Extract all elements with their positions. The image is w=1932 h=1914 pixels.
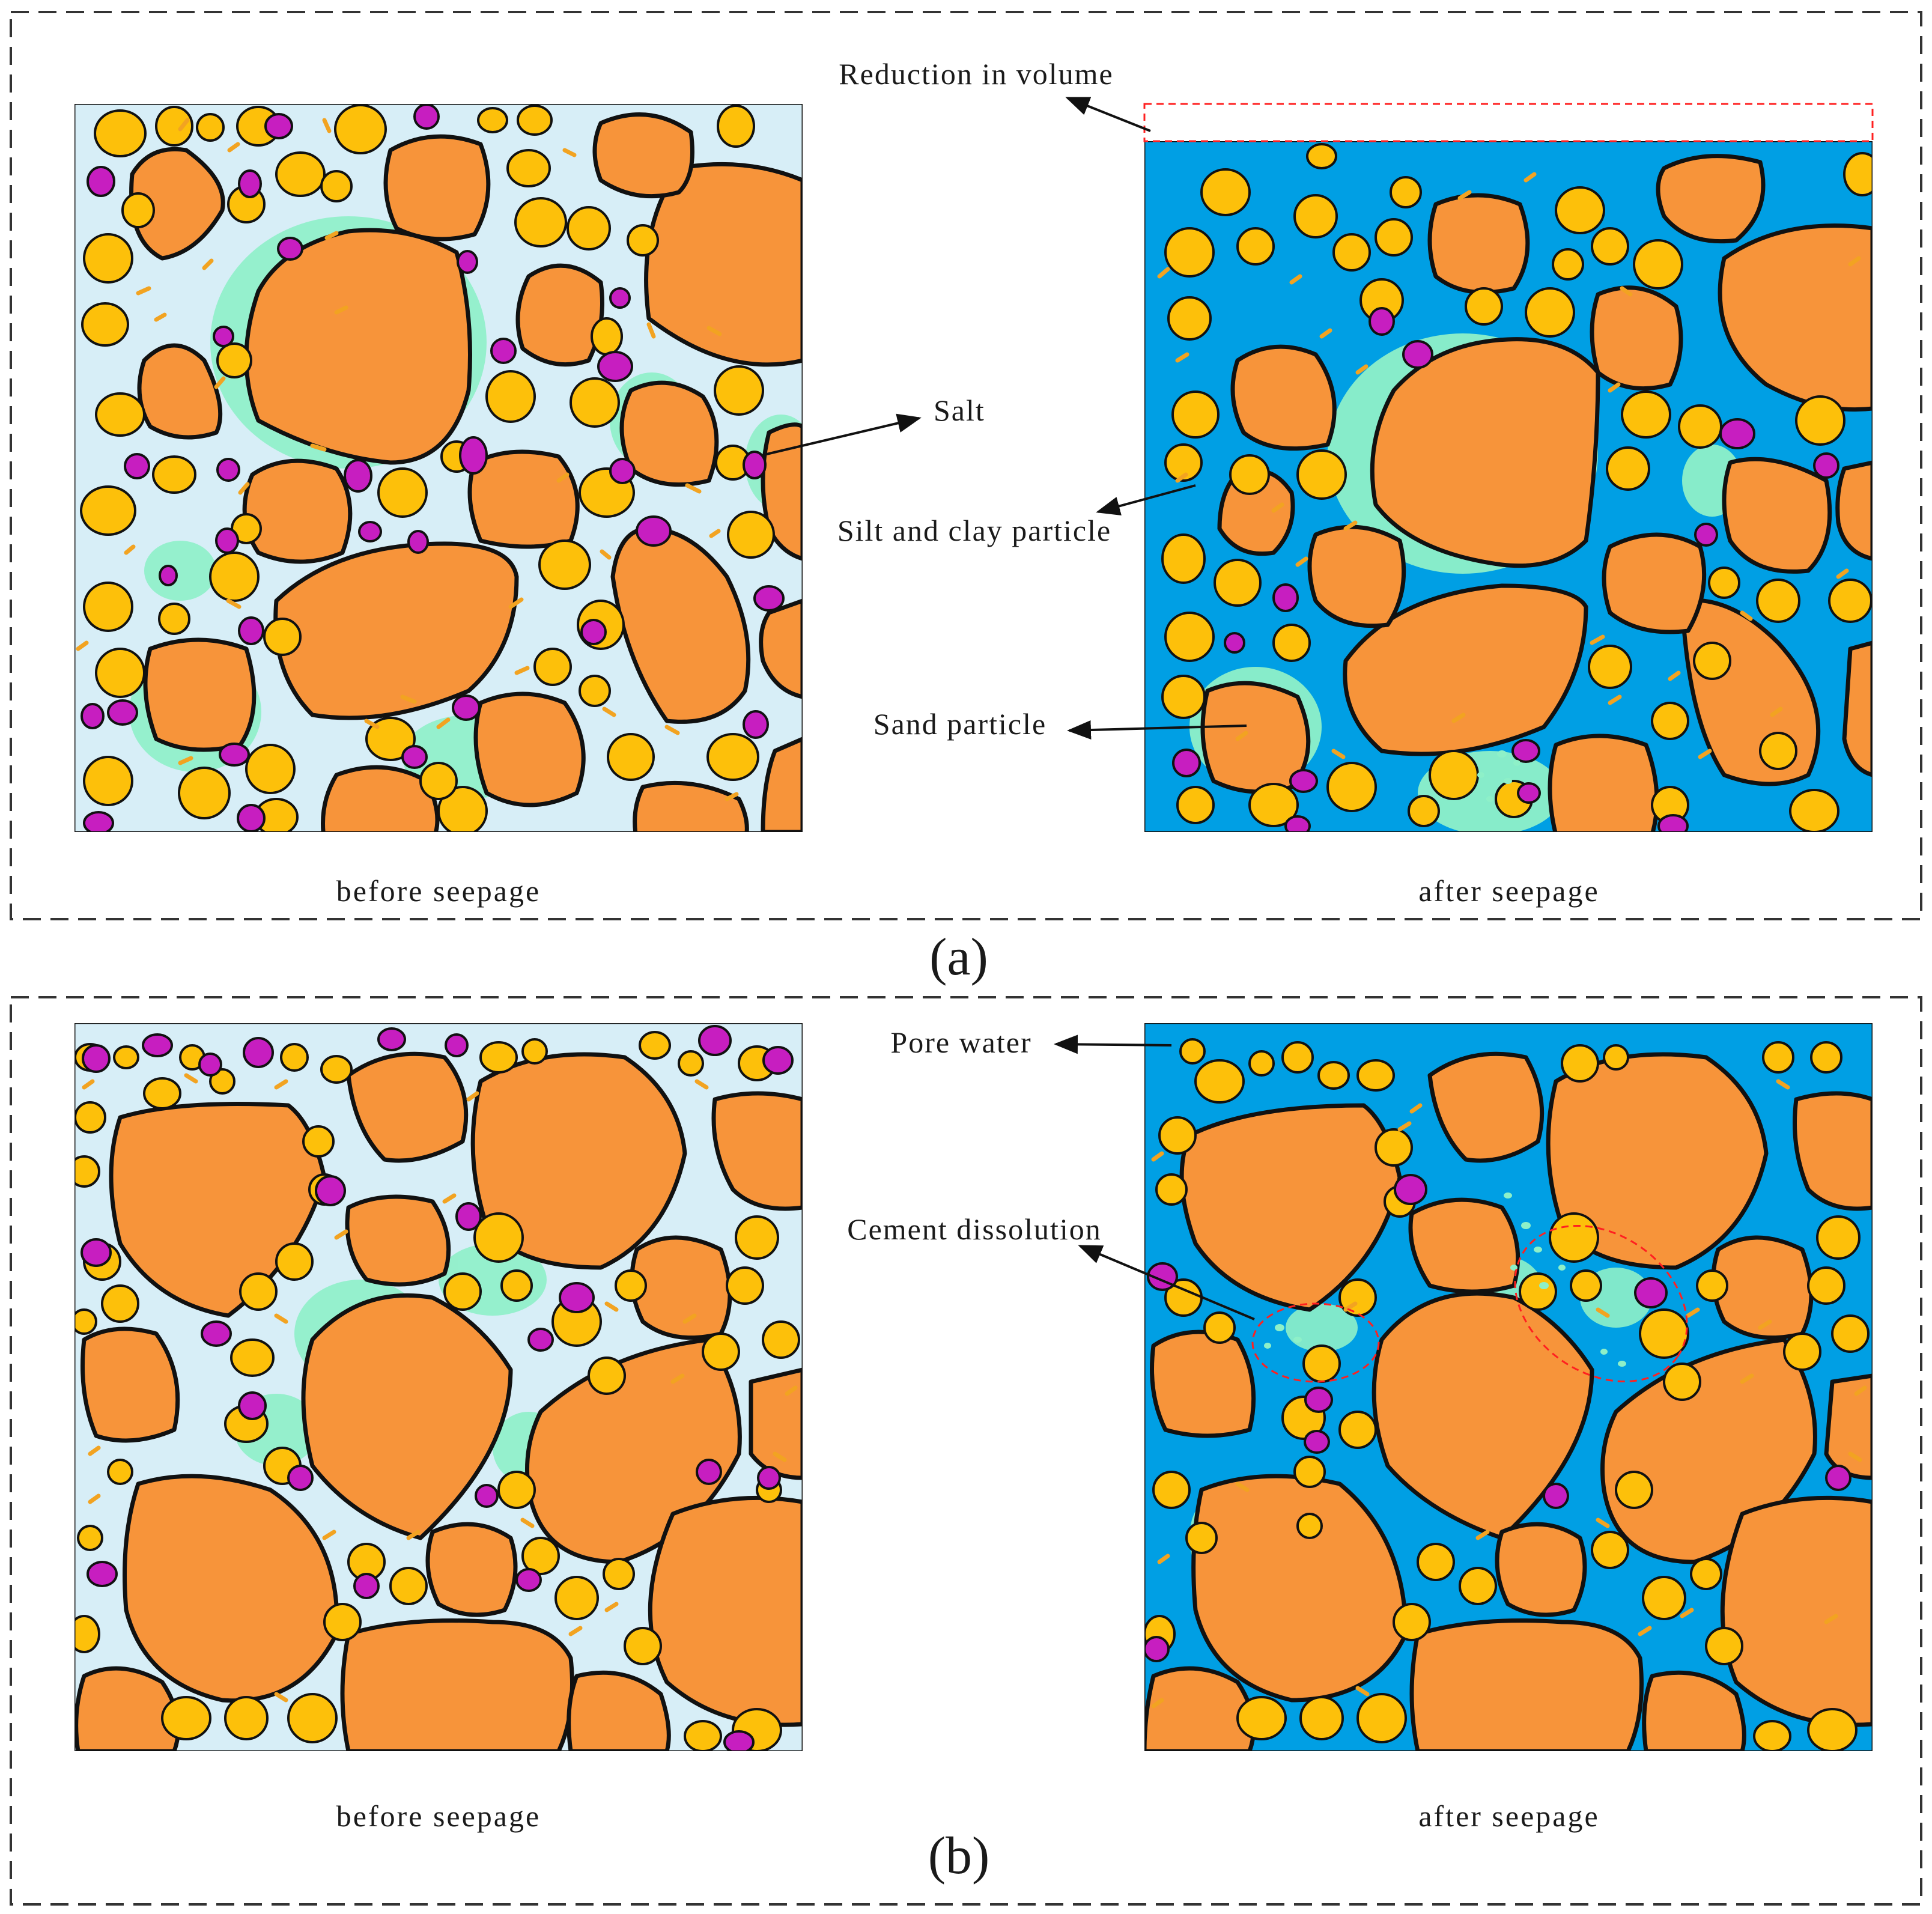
salt-grains <box>1172 307 1839 832</box>
pore-water-label: Pore water <box>890 1025 1031 1059</box>
large-sand-particles <box>1200 154 1873 832</box>
panel-a-after <box>1144 141 1873 832</box>
fine-grains <box>1157 172 1861 759</box>
yellow-grains <box>80 104 775 832</box>
cement-dissolution-label: Cement dissolution <box>847 1212 1102 1246</box>
yellow-grains <box>1144 1038 1870 1751</box>
large-sand-particles <box>129 112 803 832</box>
panel-b-label: (b) <box>928 1827 990 1885</box>
sand-arrow <box>1067 720 1247 740</box>
panel-a-frame <box>10 11 1922 920</box>
sand-label: Sand particle <box>873 707 1046 741</box>
salt-label: Salt <box>934 393 985 427</box>
salt-grains <box>1144 1174 1852 1662</box>
panel-a-annotations: Reduction in volume Salt Silt and clay p… <box>766 57 1247 741</box>
silt-label: Silt and clay particle <box>837 514 1111 547</box>
salt-grains <box>80 104 785 832</box>
panel-a-label: (a) <box>929 928 988 986</box>
silt-arrow <box>1096 484 1196 516</box>
volume-label: Reduction in volume <box>839 57 1113 91</box>
fine-grains <box>1151 1079 1867 1709</box>
panel-b-before <box>74 1023 803 1751</box>
panel-b-after <box>1144 1023 1873 1751</box>
dissolved-cement-fragments <box>1477 750 1520 802</box>
cement-dissolution-arrow <box>1078 1245 1255 1320</box>
dissolved-cement-fragments <box>1264 1192 1626 1367</box>
yellow-grains <box>1161 143 1873 832</box>
panel-b-after-caption: after seepage <box>1418 1799 1599 1833</box>
panel-a-before-caption: before seepage <box>336 874 541 908</box>
panel-b-before-caption: before seepage <box>336 1799 541 1833</box>
salt-arrow <box>766 413 922 455</box>
fine-grains <box>82 1073 798 1703</box>
salt-grains <box>80 1025 794 1751</box>
panel-b-annotations: Pore water Cement dissolution <box>847 1025 1255 1320</box>
pore-water-arrow <box>1054 1034 1172 1054</box>
large-sand-particles <box>1144 1051 1873 1751</box>
cement-dissolution-markers <box>1251 1224 1688 1383</box>
panel-a-after-caption: after seepage <box>1418 874 1599 908</box>
volume-arrow <box>1065 97 1151 132</box>
original-volume-outline <box>1143 103 1874 142</box>
panel-b-frame <box>10 996 1922 1906</box>
panel-a-before <box>74 104 803 832</box>
large-sand-particles <box>74 1051 803 1751</box>
fine-grains <box>76 118 739 801</box>
